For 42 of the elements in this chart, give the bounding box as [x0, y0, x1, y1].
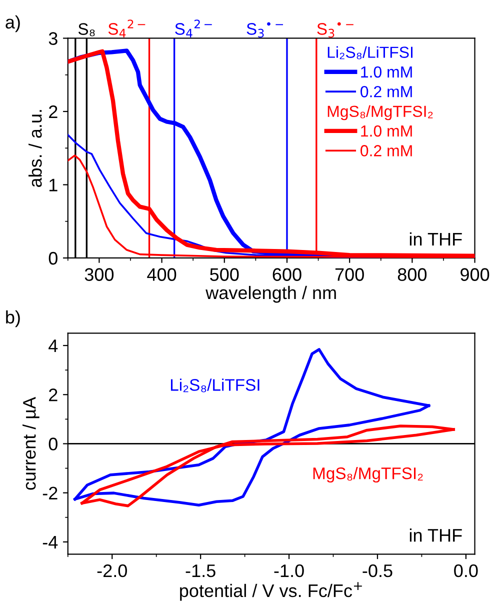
- y-tick-label: 0: [48, 252, 58, 265]
- x-tick-label: -1.5: [186, 564, 216, 578]
- annotation: MgS₈/MgTFSI₂: [328, 105, 433, 120]
- x-tick-label: 700: [335, 268, 364, 281]
- y-tick-label: -2: [42, 486, 58, 500]
- y-axis-title: abs. / a.u.: [28, 110, 42, 187]
- text: b): [6, 310, 20, 328]
- annotation: in THF: [410, 232, 462, 246]
- x-tick-label: 500: [210, 268, 239, 281]
- legend-label: 0.2 mM: [360, 86, 412, 98]
- ref-line-label: S$_{4}$$^{2−}$: [108, 20, 146, 38]
- series-label: MgS₈/MgTFSI₂: [313, 466, 423, 483]
- annotation: in THF: [410, 528, 462, 542]
- x-tick-label: -2.0: [97, 564, 127, 578]
- x-tick-label: 800: [398, 268, 427, 281]
- y-tick-label: 0: [48, 438, 58, 450]
- ref-line-label: S$_{3}$$^{•−}$: [246, 22, 283, 38]
- y-tick-label: -4: [42, 536, 58, 548]
- annotation: Li₂S₈/LiTFSI: [328, 46, 412, 60]
- y-tick-label: 3: [48, 32, 58, 45]
- text: Li₂S₈/LiTFSI: [170, 378, 260, 392]
- x-tick-label: -0.5: [362, 564, 392, 578]
- x-tick-label: 0.0: [454, 564, 478, 578]
- ref-line-label: S$_{4}$$^{2−}$: [175, 20, 212, 38]
- legend-label: 1.0 mM: [361, 125, 412, 137]
- legend-label: 1.0 mM: [361, 66, 412, 78]
- y-tick-label: 2: [49, 105, 58, 118]
- legend-label: 0.2 mM: [360, 145, 412, 156]
- x-axis-title: wavelength / nm: [206, 286, 336, 303]
- y-tick-label: 4: [48, 340, 58, 352]
- x-tick-label: 900: [460, 268, 490, 281]
- x-axis-title: potential / V vs. Fc/Fc$^{+}$: [180, 582, 362, 601]
- x-tick-label: 600: [272, 268, 302, 281]
- y-tick-label: 2: [49, 388, 58, 402]
- y-axis-title: current / µA: [22, 396, 40, 490]
- x-tick-label: 400: [147, 268, 176, 281]
- y-tick-label: 1: [50, 178, 58, 192]
- x-tick-label: 300: [84, 268, 114, 281]
- x-tick-label: -1.0: [274, 564, 304, 578]
- ref-line-label: S$_{3}$$^{•−}$: [317, 22, 354, 38]
- text: a): [6, 15, 20, 32]
- ref-line-label: S₈: [78, 23, 95, 36]
